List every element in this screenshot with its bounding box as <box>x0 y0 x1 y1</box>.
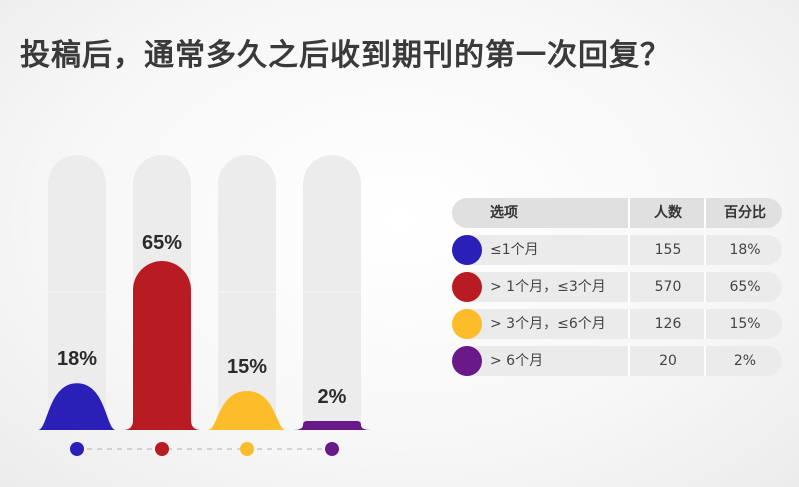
bar <box>208 391 286 430</box>
bar <box>293 421 371 430</box>
table-cell-option: > 6个月 <box>490 353 544 369</box>
legend-dot-icon <box>155 442 169 456</box>
table-cell-percent: 15% <box>704 309 784 339</box>
legend-dot-icon <box>452 235 482 265</box>
table-header-row: 选项 人数 百分比 <box>452 198 782 228</box>
table-header-count: 人数 <box>628 198 706 228</box>
table-cell-count: 126 <box>628 309 706 339</box>
data-table: 选项 人数 百分比 ≤1个月 155 18% > 1个月，≤3个月 570 65… <box>452 198 782 383</box>
legend-dot-icon <box>240 442 254 456</box>
table-row: ≤1个月 155 18% <box>452 235 782 265</box>
table-cell-count: 20 <box>628 346 706 376</box>
table-cell-option: > 1个月，≤3个月 <box>490 279 606 295</box>
table-cell-percent: 18% <box>704 235 784 265</box>
table-cell-count: 570 <box>628 272 706 302</box>
bar <box>123 261 201 430</box>
legend-dot-icon <box>452 272 482 302</box>
legend-dot-icon <box>452 346 482 376</box>
legend-dot-icon <box>452 309 482 339</box>
bar <box>38 383 116 430</box>
table-row: > 1个月，≤3个月 570 65% <box>452 272 782 302</box>
table-header-percent: 百分比 <box>704 198 784 228</box>
table-cell-percent: 65% <box>704 272 784 302</box>
legend-dot-icon <box>325 442 339 456</box>
table-cell-option: ≤1个月 <box>490 242 539 258</box>
table-row: > 3个月，≤6个月 126 15% <box>452 309 782 339</box>
data-label: 65% <box>142 232 182 254</box>
table-row: > 6个月 20 2% <box>452 346 782 376</box>
data-label: 15% <box>227 356 267 378</box>
table-cell-count: 155 <box>628 235 706 265</box>
data-label: 18% <box>57 348 97 370</box>
data-label: 2% <box>318 386 347 408</box>
chart-title: 投稿后，通常多久之后收到期刊的第一次回复？ <box>20 38 671 73</box>
table-header-option: 选项 <box>490 205 518 221</box>
legend-dot-icon <box>70 442 84 456</box>
table-cell-percent: 2% <box>704 346 784 376</box>
table-cell-option: > 3个月，≤6个月 <box>490 316 606 332</box>
